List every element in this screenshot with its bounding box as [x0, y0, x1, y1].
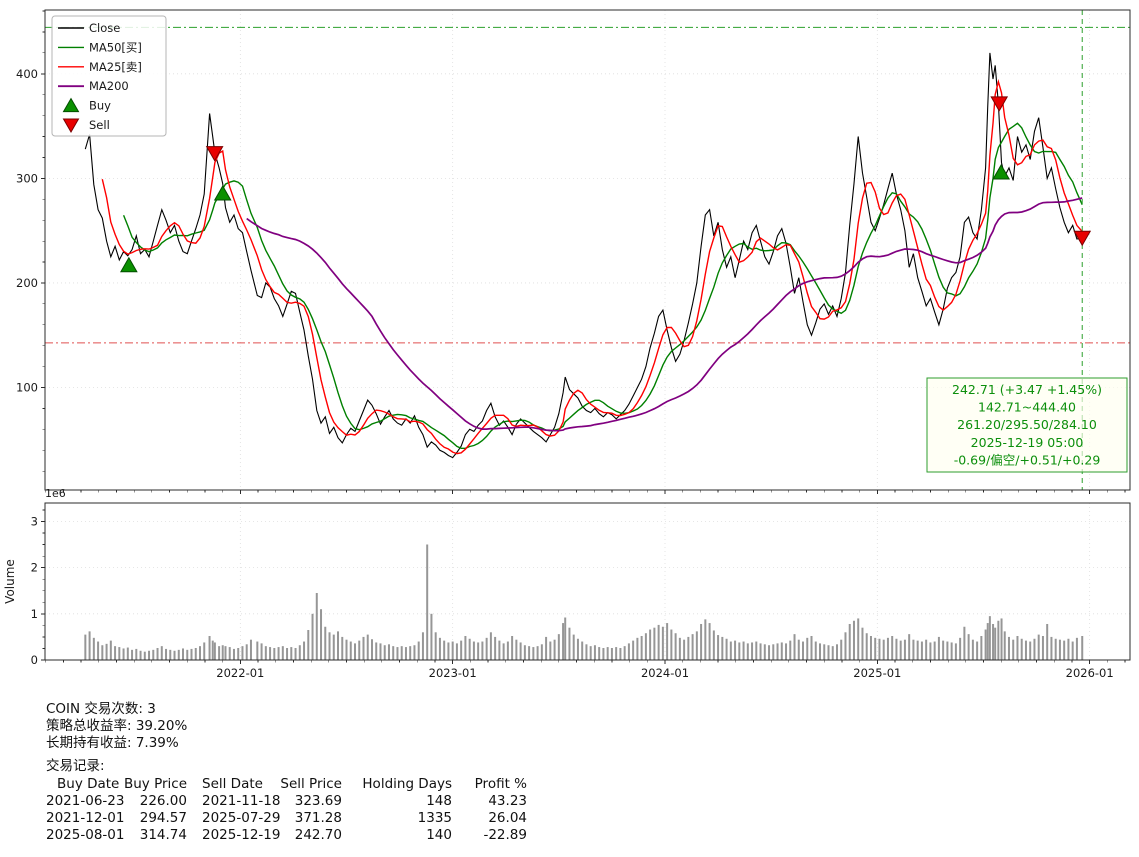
info-box-line: 242.71 (+3.47 +1.45%) — [952, 382, 1102, 397]
legend-label: Sell — [89, 118, 110, 132]
buy-price: 314.74 — [139, 827, 187, 844]
col-header-holding-days: Holding Days — [362, 775, 452, 792]
holding-days: 148 — [426, 793, 452, 810]
col-spacer — [187, 827, 202, 844]
sell-price: 242.70 — [294, 827, 342, 844]
col-header-sell-price: Sell Price — [280, 775, 342, 792]
volume-axis-title: Volume — [3, 559, 17, 604]
profit-pct: 26.04 — [488, 810, 527, 827]
profit-pct: 43.23 — [488, 793, 527, 810]
buy-date: 2021-12-01 — [46, 810, 125, 827]
buy-date: 2021-06-23 — [46, 793, 125, 810]
trade-markers — [120, 96, 1092, 273]
sell-price: 371.28 — [294, 810, 342, 827]
legend-label: MA25[卖] — [89, 60, 142, 74]
legend-box — [51, 15, 167, 137]
holding-days: 140 — [426, 827, 452, 844]
volume-tick-label: 3 — [31, 514, 38, 528]
legend-label: MA50[买] — [89, 40, 142, 54]
buy-marker — [213, 185, 232, 201]
ma200-line — [246, 197, 1083, 432]
trade-count-line: COIN 交易次数: 3 — [46, 701, 156, 717]
trade-row: 2025-08-01 314.74 2025-12-19 242.70 140 … — [46, 827, 527, 844]
price-tick-label: 100 — [16, 381, 38, 395]
sell-date: 2025-12-19 — [202, 827, 281, 844]
price-tick-label: 400 — [16, 67, 38, 81]
price-volume-chart: 242.71 (+3.47 +1.45%) 142.71~444.40 261.20… — [3, 9, 1131, 680]
col-header-profit: Profit % — [474, 775, 527, 792]
buy-price: 294.57 — [139, 810, 187, 827]
legend-label: MA200 — [89, 79, 129, 93]
sell-price: 323.69 — [294, 793, 342, 810]
col-header-sell-date: Sell Date — [202, 775, 263, 792]
volume-tick-label: 0 — [31, 653, 38, 667]
strategy-summary: COIN 交易次数: 3 策略总收益率: 39.20% 长期持有收益: 7.39… — [46, 701, 527, 845]
volume-bars — [84, 544, 1084, 660]
axis-ticks — [41, 10, 1126, 664]
legend-label: Buy — [89, 99, 111, 113]
buy-marker — [120, 256, 138, 273]
buy-marker-icon — [62, 97, 80, 113]
legend: Close MA50[买] MA25[卖] MA200 Buy Sell — [51, 15, 167, 137]
legend-label: Close — [89, 21, 120, 35]
date-tick-label: 2026-01 — [1066, 666, 1114, 680]
col-header-buy-price: Buy Price — [123, 775, 187, 792]
volume-plot-border — [44, 502, 1131, 661]
volume-scale-label: 1e6 — [45, 487, 66, 500]
date-tick-label: 2022-01 — [216, 666, 264, 680]
volume-tick-label: 2 — [31, 561, 38, 575]
profit-pct: -22.89 — [483, 827, 527, 844]
col-spacer — [187, 810, 202, 827]
col-spacer — [187, 776, 202, 793]
date-tick-label: 2025-01 — [853, 666, 901, 680]
info-box-line: -0.69/偏空/+0.51/+0.29 — [954, 452, 1101, 467]
holding-days: 1335 — [417, 810, 452, 827]
main-plot-border — [44, 9, 1131, 491]
trade-row: 2021-06-23 226.00 2021-11-18 323.69 148 … — [46, 793, 527, 810]
info-box-line: 142.71~444.40 — [978, 400, 1076, 415]
ma50-line — [122, 122, 1083, 449]
volume-tick-label: 1 — [31, 607, 38, 621]
trade-table-header: Buy Date Buy Price Sell Date Sell Price … — [46, 776, 527, 793]
sell-marker — [1073, 230, 1092, 247]
buy-date: 2025-08-01 — [46, 827, 125, 844]
col-header-buy-date: Buy Date — [57, 775, 120, 792]
col-spacer — [187, 793, 202, 810]
date-tick-label: 2023-01 — [429, 666, 477, 680]
sell-marker — [205, 146, 224, 162]
sell-date: 2025-07-29 — [202, 810, 281, 827]
trade-row: 2021-12-01 294.57 2025-07-29 371.28 1335… — [46, 810, 527, 827]
price-tick-label: 200 — [16, 276, 38, 290]
sell-date: 2021-11-18 — [202, 793, 281, 810]
info-box: 242.71 (+3.47 +1.45%) 142.71~444.40 261.20… — [926, 377, 1128, 473]
buy-marker — [992, 163, 1010, 180]
close-line — [84, 52, 1083, 459]
info-box-line: 2025-12-19 05:00 — [971, 435, 1084, 450]
info-box-line: 261.20/295.50/284.10 — [957, 417, 1097, 432]
sell-marker-icon — [62, 118, 80, 134]
sell-marker — [990, 96, 1009, 112]
strategy-return-line: 策略总收益率: 39.20% — [46, 718, 188, 735]
price-tick-label: 300 — [16, 171, 38, 185]
date-tick-label: 2024-01 — [641, 666, 689, 680]
gridlines — [45, 10, 1130, 661]
trade-table: Buy Date Buy Price Sell Date Sell Price … — [46, 776, 527, 845]
ma25-line — [101, 78, 1083, 455]
buy-price: 226.00 — [139, 793, 187, 810]
axis-labels: 100 200 300 400 0 1 2 3 2022-01 2023-01 2024-01 202… — [16, 67, 1114, 680]
hold-return-line: 长期持有收益: 7.39% — [46, 735, 179, 752]
trade-log-label: 交易记录: — [46, 757, 105, 774]
